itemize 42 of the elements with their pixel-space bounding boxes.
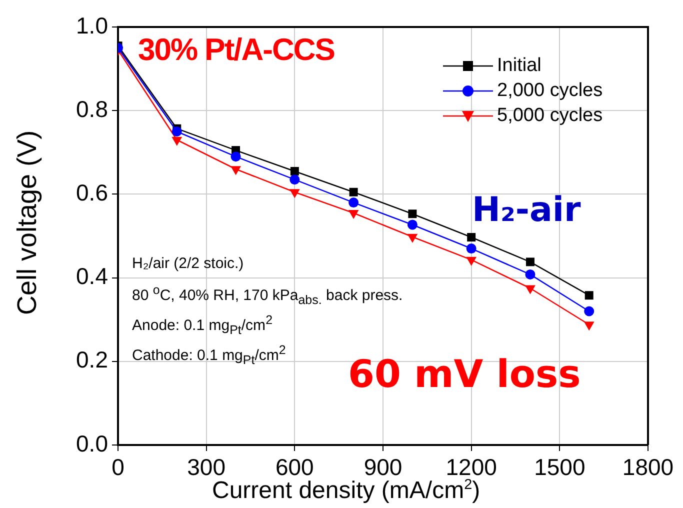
annotation: Cathode: 0.1 mg$_{Pt}$/cm$^{2}$ xyxy=(132,343,286,367)
point xyxy=(408,210,417,218)
point xyxy=(467,233,476,242)
point xyxy=(348,198,359,208)
point xyxy=(407,234,418,243)
point xyxy=(526,258,534,266)
legend-label: 5,000 cycles xyxy=(497,105,603,126)
x-tick-label: 0 xyxy=(112,454,124,480)
point xyxy=(407,220,418,230)
annotation: H₂/air (2/2 stoic.) xyxy=(132,255,244,272)
point xyxy=(525,285,536,294)
point xyxy=(466,256,477,266)
annotation: H₂-air xyxy=(472,190,581,230)
y-tick-label: 0.4 xyxy=(76,263,108,290)
point xyxy=(584,306,594,316)
legend-label: Initial xyxy=(497,55,542,76)
point xyxy=(230,166,241,176)
y-tick-label: 0.2 xyxy=(76,346,108,373)
point xyxy=(290,166,299,176)
point xyxy=(289,189,300,198)
y-tick-label: 0.8 xyxy=(76,96,108,122)
point xyxy=(348,210,359,220)
y-tick-label: 0.0 xyxy=(76,430,108,456)
point xyxy=(584,322,594,331)
annotation: 80 $^{o}$C, 40% RH, 170 kPa$_{abs.}$ back press. xyxy=(132,283,403,307)
point xyxy=(172,126,182,136)
annotation: 60 mV loss xyxy=(348,352,581,396)
point xyxy=(172,136,182,146)
annotation: Anode: 0.1 mg$_{Pt}$/cm$^{2}$ xyxy=(132,313,273,337)
y-tick-label: 0.6 xyxy=(76,180,108,206)
legend-label: 2,000 cycles xyxy=(497,80,603,101)
y-tick-label: 1.0 xyxy=(76,12,108,38)
point xyxy=(230,152,241,162)
point xyxy=(349,188,358,196)
x-tick-label: 1500 xyxy=(534,454,586,480)
x-tick-label: 1800 xyxy=(622,454,674,480)
point xyxy=(525,269,536,280)
point xyxy=(466,244,476,254)
point xyxy=(290,174,300,185)
point xyxy=(584,291,594,300)
y-axis-title: Cell voltage (V) xyxy=(12,130,42,314)
annotation: 30% Pt/A-CCS xyxy=(138,32,334,67)
